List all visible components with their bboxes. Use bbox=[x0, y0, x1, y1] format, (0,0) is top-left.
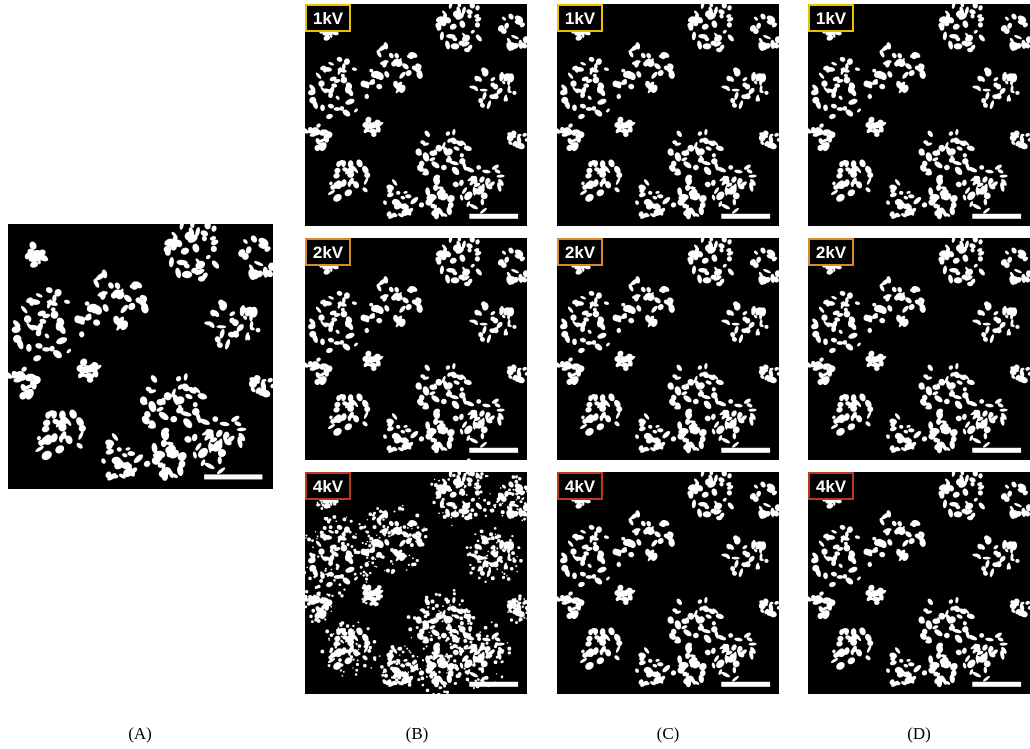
micrograph bbox=[552, 469, 790, 694]
micrograph bbox=[803, 1, 1030, 226]
panel-caption: (A) bbox=[128, 724, 152, 743]
image-background bbox=[305, 4, 527, 226]
micrograph bbox=[2, 220, 286, 489]
badge-label: 1kV bbox=[565, 9, 596, 28]
panel-caption: (C) bbox=[657, 724, 680, 743]
micrograph bbox=[300, 1, 538, 226]
micrograph bbox=[300, 235, 538, 460]
scale-bar bbox=[972, 214, 1021, 219]
micrograph bbox=[552, 1, 790, 226]
scale-bar bbox=[721, 214, 770, 219]
image-background bbox=[8, 224, 273, 489]
image-background bbox=[808, 472, 1030, 694]
scale-bar bbox=[469, 214, 518, 219]
image-background bbox=[557, 238, 779, 460]
image-background bbox=[808, 4, 1030, 226]
badge-label: 2kV bbox=[313, 243, 344, 262]
scale-bar bbox=[469, 448, 518, 453]
badge-label: 4kV bbox=[565, 477, 596, 496]
badge-label: 2kV bbox=[816, 243, 847, 262]
image-background bbox=[808, 238, 1030, 460]
scale-bar bbox=[204, 474, 262, 479]
scale-bar bbox=[721, 448, 770, 453]
panel-caption: (D) bbox=[907, 724, 931, 743]
scale-bar bbox=[972, 682, 1021, 687]
scale-bar bbox=[721, 682, 770, 687]
image-background bbox=[305, 238, 527, 460]
micrograph bbox=[552, 235, 790, 460]
image-background bbox=[557, 4, 779, 226]
badge-label: 1kV bbox=[816, 9, 847, 28]
badge-label: 2kV bbox=[565, 243, 596, 262]
image-background bbox=[557, 472, 779, 694]
badge-label: 4kV bbox=[816, 477, 847, 496]
figure: 1kV 2kV 4kV 1kV 2kV 4kV 1kV 2kV 4kV (A) (B) (C) (D) bbox=[0, 0, 1030, 749]
micrograph bbox=[803, 235, 1030, 460]
scale-bar bbox=[972, 448, 1021, 453]
micrograph bbox=[803, 469, 1030, 694]
panel-caption: (B) bbox=[406, 724, 429, 743]
scale-bar bbox=[469, 682, 518, 687]
badge-label: 1kV bbox=[313, 9, 344, 28]
badge-label: 4kV bbox=[313, 477, 344, 496]
